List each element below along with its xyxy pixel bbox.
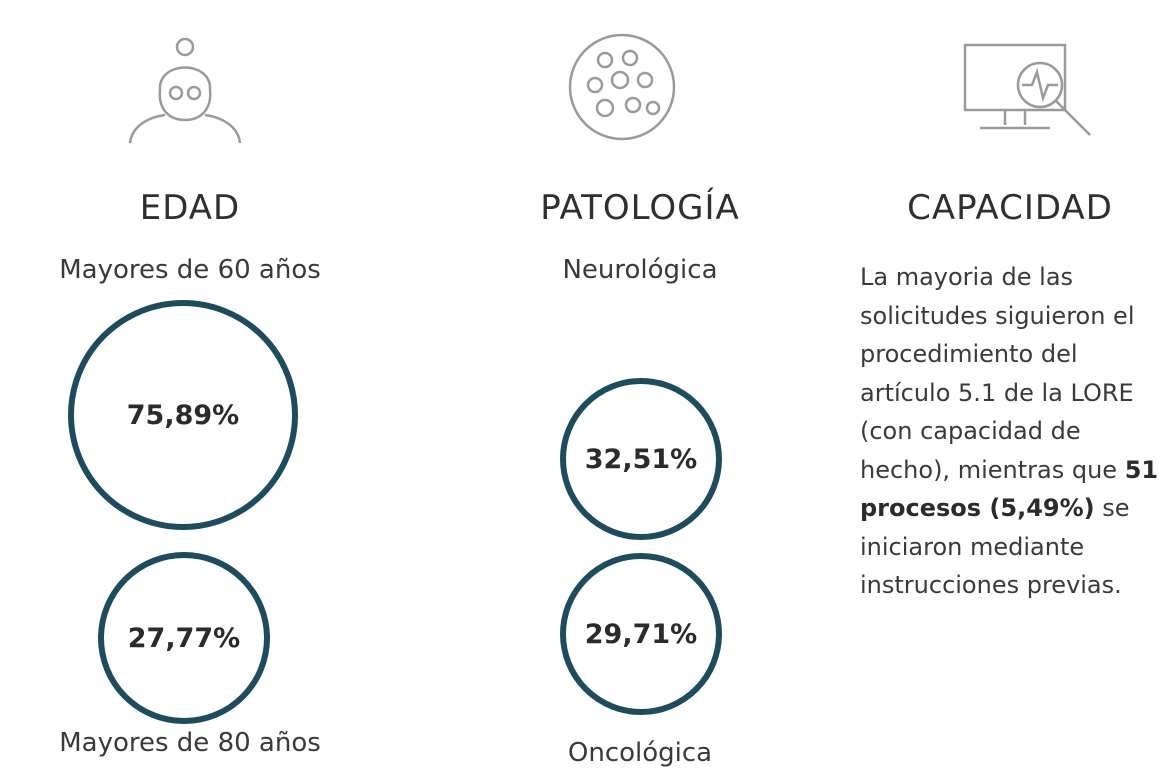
text: La mayoria de las solicitudes siguieron …	[860, 263, 1135, 484]
monitor-icon	[963, 43, 1091, 136]
percentage-circle: 27,77%	[98, 552, 270, 724]
column-title: EDAD	[139, 188, 241, 228]
bold-text: 51 procesos (5,49%)	[860, 455, 1159, 523]
percentage: 29,71%	[584, 618, 698, 650]
text: se iniciaron mediante instrucciones prev…	[860, 494, 1130, 599]
cells-icon	[568, 33, 676, 141]
elderly-icon	[128, 37, 242, 144]
column-title: CAPACIDAD	[907, 188, 1113, 228]
column-title: PATOLOGÍA	[540, 188, 740, 228]
percentage: 75,89%	[126, 399, 240, 431]
percentage-circle: 75,89%	[68, 300, 298, 530]
item-label: Mayores de 60 años	[59, 255, 321, 285]
percentage: 32,51%	[584, 443, 698, 475]
item-label: Mayores de 80 años	[59, 728, 321, 758]
capacity-text: La mayoria de las solicitudes siguieron …	[860, 258, 1170, 605]
item-label: Neurológica	[562, 255, 718, 285]
percentage-circle: 29,71%	[560, 553, 722, 715]
percentage-circle: 32,51%	[560, 378, 722, 540]
percentage: 27,77%	[127, 622, 241, 654]
item-label: Oncológica	[567, 738, 713, 768]
